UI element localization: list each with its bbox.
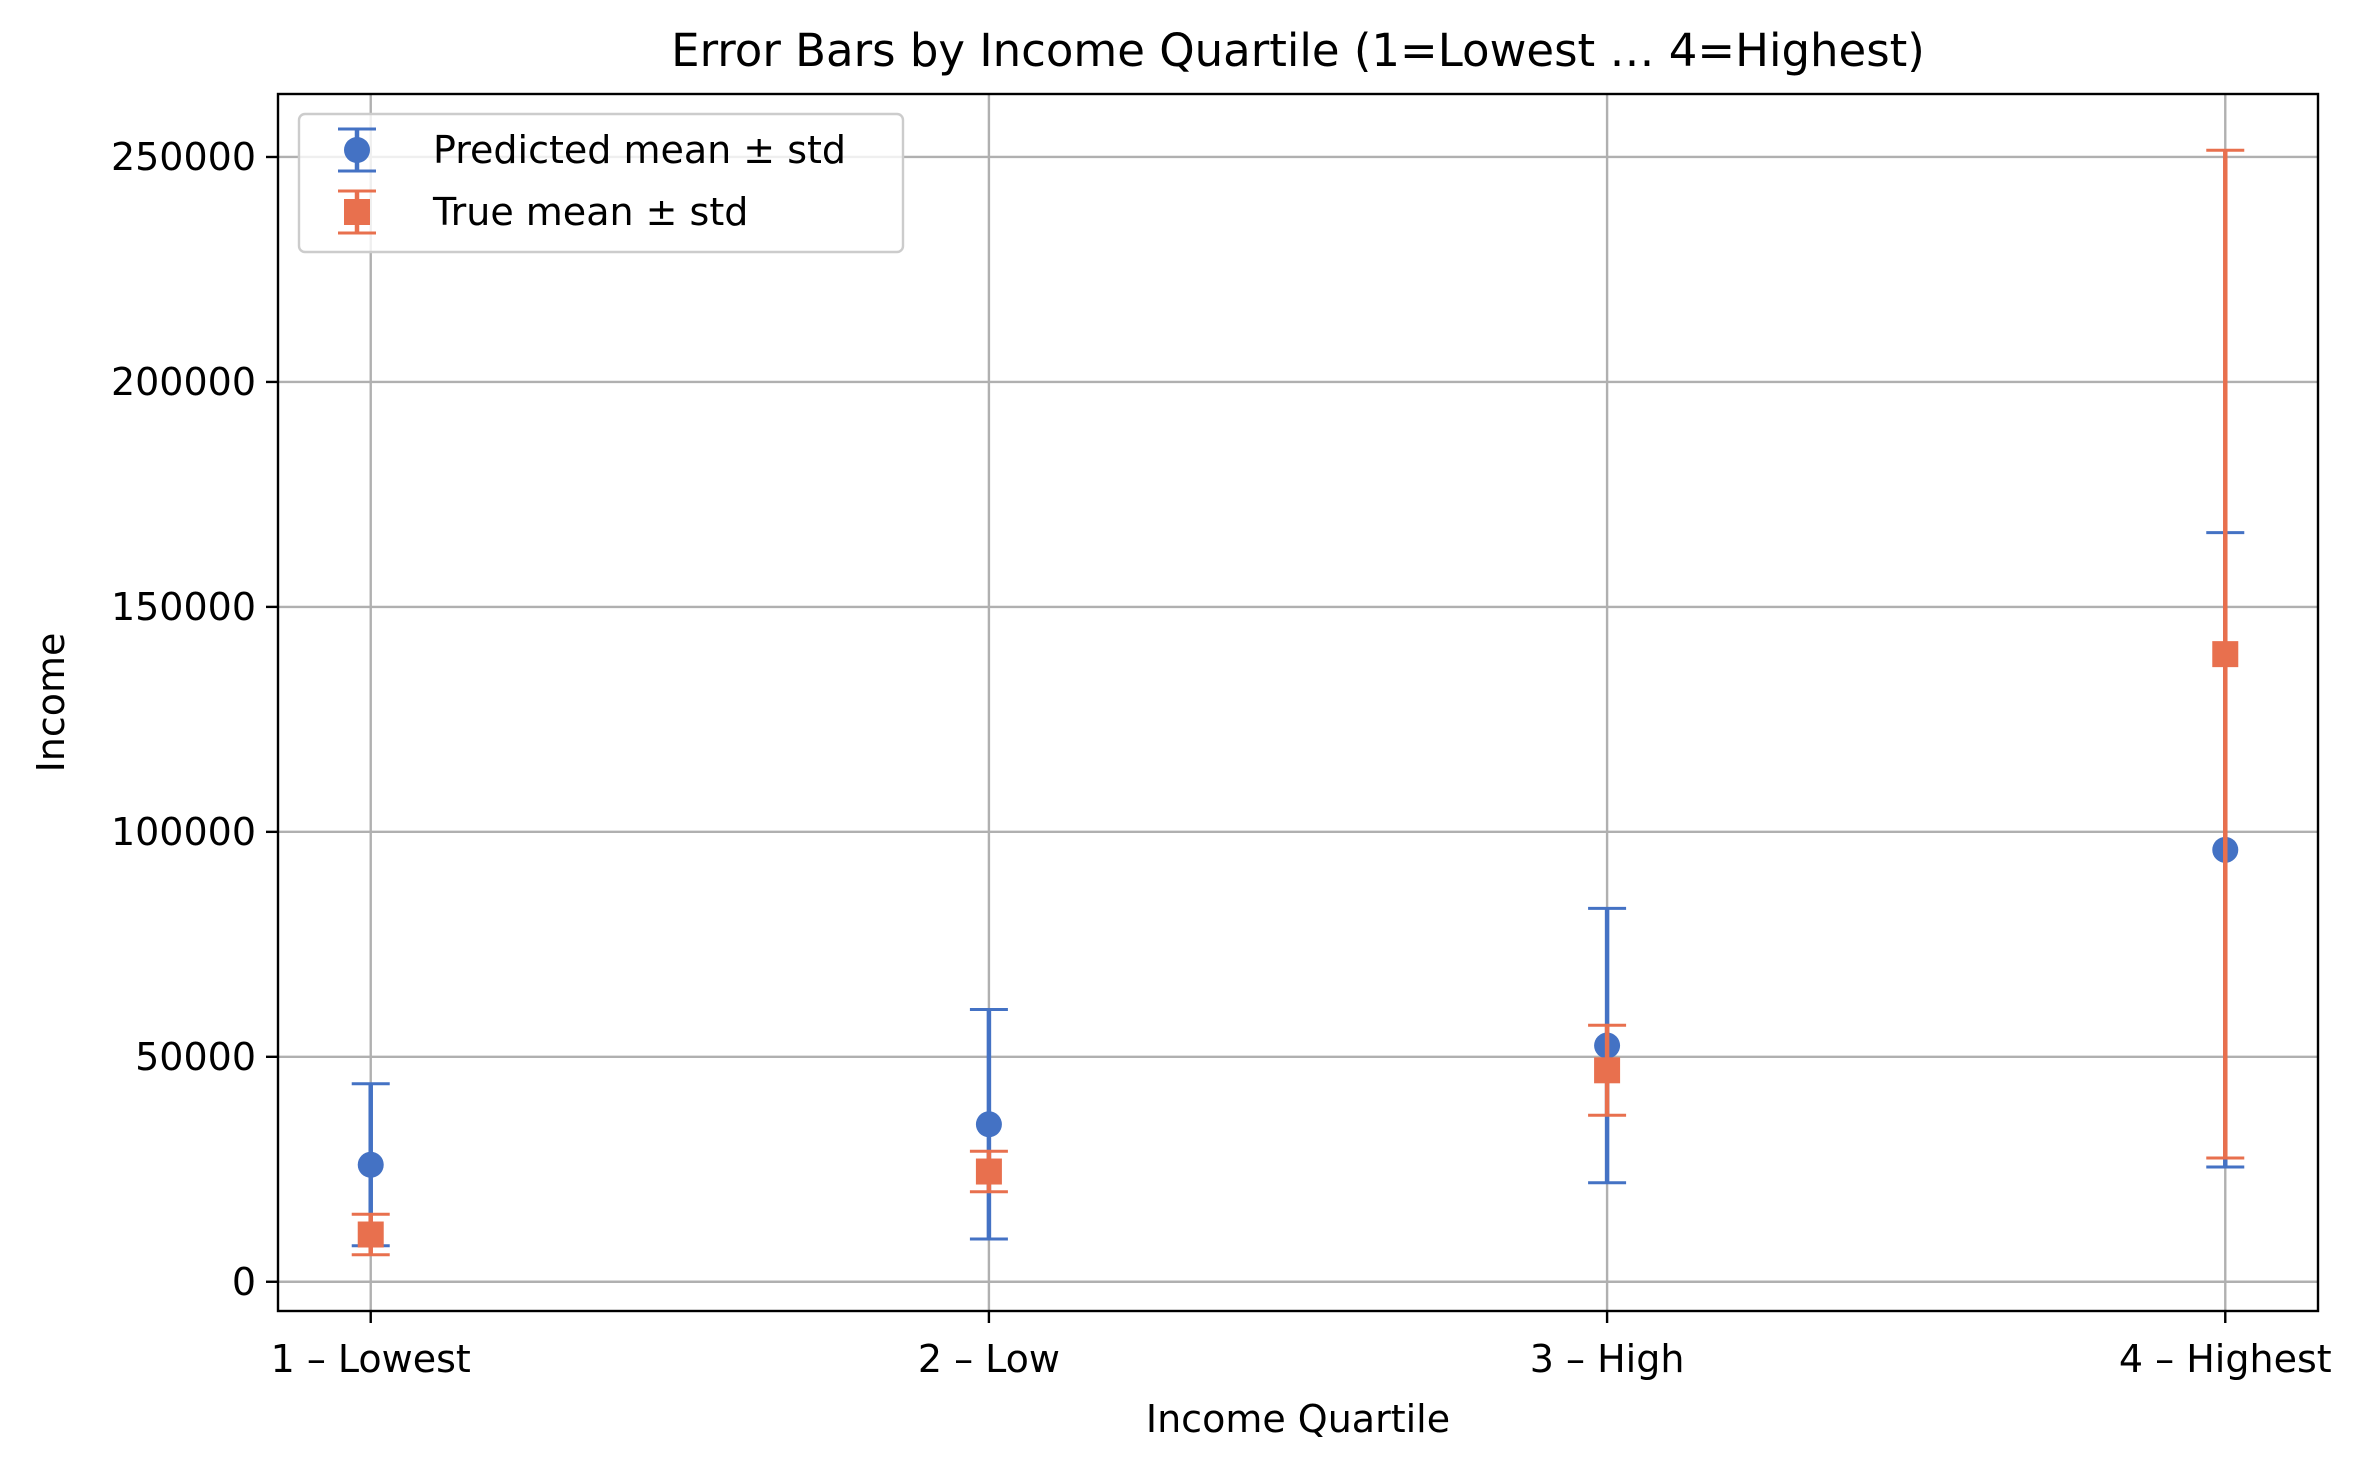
data-point (357, 1151, 384, 1178)
data-point (1594, 1057, 1621, 1084)
y-tick-label: 100000 (111, 810, 256, 854)
y-tick-label: 50000 (135, 1035, 256, 1079)
series-true (351, 148, 2245, 1257)
chart-title: Error Bars by Income Quartile (1=Lowest … (671, 24, 1925, 77)
legend-marker-true (338, 189, 376, 235)
legend-label-true: True mean ± std (432, 190, 748, 234)
series-layer (351, 148, 2245, 1257)
x-tick-label: 3 – High (1530, 1337, 1685, 1381)
data-point (2212, 641, 2239, 668)
series-predicted (351, 531, 2245, 1248)
y-tick-label: 0 (232, 1260, 256, 1304)
y-tick-label: 200000 (111, 360, 256, 404)
y-tick-label: 150000 (111, 585, 256, 629)
legend-marker-symbol (344, 199, 370, 225)
x-tick-label: 2 – Low (918, 1337, 1060, 1381)
data-point (975, 1111, 1002, 1138)
x-tick-label: 1 – Lowest (271, 1337, 471, 1381)
legend-box (297, 112, 905, 254)
tick-layer: 0 50000 100000 150000 200000 250000 1 – Lowest… (111, 135, 2332, 1381)
y-tick-label: 250000 (111, 135, 256, 179)
legend: Predicted mean ± std True mean ± std (297, 112, 905, 254)
x-tick-label: 4 – Highest (2119, 1337, 2332, 1381)
y-axis-label: Income (29, 633, 73, 773)
legend-label-predicted: Predicted mean ± std (433, 128, 846, 172)
grid-layer (278, 94, 2318, 1311)
data-point (357, 1221, 384, 1248)
legend-marker-predicted (338, 127, 376, 173)
plot-frame (276, 92, 2320, 1313)
data-point (975, 1158, 1002, 1185)
x-axis-label: Income Quartile (1146, 1397, 1450, 1441)
legend-marker-symbol (344, 137, 370, 163)
